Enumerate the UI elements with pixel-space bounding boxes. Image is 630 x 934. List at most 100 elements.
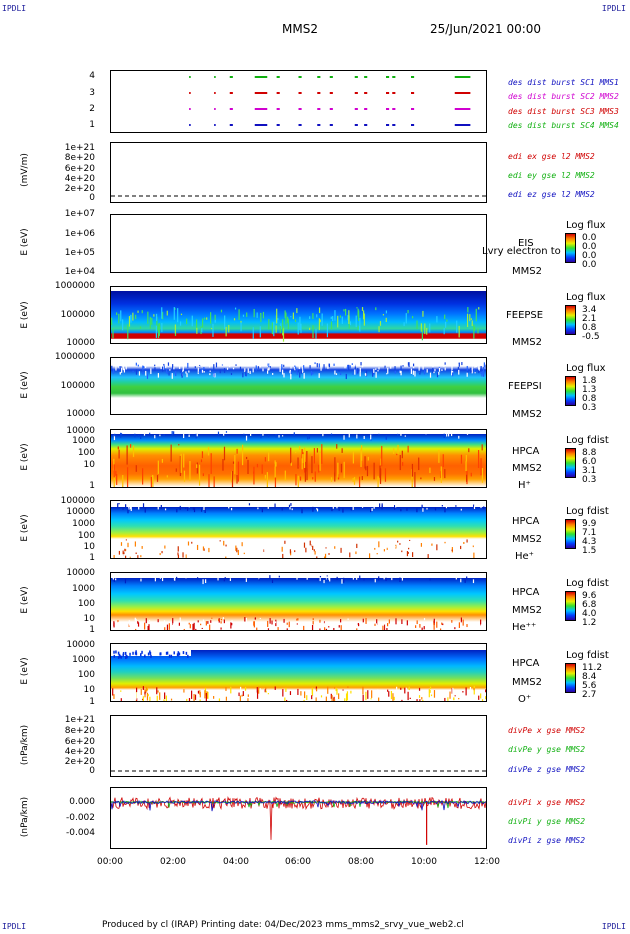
colorbar-value: 5.6 bbox=[582, 681, 597, 691]
spectrogram-pixel bbox=[149, 316, 151, 329]
ytick: 1000 bbox=[72, 436, 95, 446]
spectrogram-pixel bbox=[140, 653, 142, 657]
spectrogram-pixel bbox=[163, 365, 165, 370]
hpca-h-overlay bbox=[112, 431, 484, 487]
spectrogram-pixel bbox=[129, 505, 132, 510]
spectrogram-pixel bbox=[132, 312, 134, 321]
legend-divpi-z: divPi z gse MMS2 bbox=[508, 836, 586, 845]
spectrogram-pixel bbox=[182, 365, 184, 372]
legend-divpe-y: divPe y gse MMS2 bbox=[508, 745, 586, 754]
spectrogram-pixel bbox=[454, 695, 456, 697]
legend-edi-x: edi ex gse l2 MMS2 bbox=[508, 152, 595, 161]
spectrogram-pixel bbox=[315, 697, 317, 701]
x-tick-label: 06:00 bbox=[285, 857, 311, 867]
spectrogram-pixel bbox=[428, 689, 430, 698]
x-tick-label: 04:00 bbox=[223, 857, 249, 867]
spectrogram-pixel bbox=[155, 325, 157, 338]
spectrogram-pixel bbox=[325, 628, 328, 630]
spectrogram-pixel bbox=[129, 652, 131, 656]
spectrogram-pixel bbox=[147, 626, 149, 630]
spectrogram-pixel bbox=[461, 362, 463, 366]
spectrogram-pixel bbox=[267, 370, 269, 374]
spectrogram-pixel bbox=[154, 435, 156, 439]
spectrogram-pixel bbox=[470, 367, 472, 373]
spectrogram-pixel bbox=[157, 324, 160, 338]
spectrogram-pixel bbox=[361, 505, 364, 508]
spectrogram-pixel bbox=[204, 508, 206, 513]
spectrogram-pixel bbox=[333, 627, 335, 630]
ytick: 10 bbox=[83, 614, 95, 624]
spectrogram-pixel bbox=[316, 508, 319, 512]
burst-mark bbox=[392, 76, 396, 78]
spectrogram-pixel bbox=[166, 475, 168, 478]
spectrogram-pixel bbox=[241, 694, 243, 697]
spectrogram-pixel bbox=[115, 578, 117, 581]
spectrogram-pixel bbox=[264, 546, 266, 552]
corner-label-bottom-right: IPDLI bbox=[601, 922, 626, 931]
burst-mark bbox=[276, 92, 280, 94]
spectrogram-pixel bbox=[403, 322, 405, 327]
spectrogram-pixel bbox=[113, 654, 116, 658]
spectrogram-pixel bbox=[127, 542, 129, 548]
spectrogram-pixel bbox=[209, 624, 211, 630]
spectrogram-pixel bbox=[424, 323, 426, 335]
ytick: 1e+06 bbox=[64, 229, 95, 239]
spectrogram-pixel bbox=[120, 310, 122, 322]
legend-divpi-x: divPi x gse MMS2 bbox=[508, 798, 586, 807]
spectrogram-pixel bbox=[330, 321, 333, 330]
legend-burst-sc2: des dist burst SC2 MMS2 bbox=[508, 92, 619, 101]
spectrogram-pixel bbox=[141, 650, 143, 654]
spectrogram-pixel bbox=[247, 698, 249, 701]
spectrogram-pixel bbox=[206, 317, 208, 320]
spectrogram-pixel bbox=[321, 623, 323, 626]
spectrogram-pixel bbox=[349, 321, 352, 326]
burst-mark bbox=[392, 92, 396, 94]
spectrogram-pixel bbox=[387, 576, 389, 578]
ytick: 1e+05 bbox=[64, 248, 95, 258]
spectrogram-pixel bbox=[135, 362, 137, 366]
spectrogram-pixel bbox=[376, 624, 378, 629]
spectrogram-pixel bbox=[391, 577, 393, 581]
spectrogram-pixel bbox=[290, 373, 292, 380]
spectrogram-pixel bbox=[126, 445, 128, 465]
spectrogram-pixel bbox=[203, 371, 205, 373]
spectrogram-pixel bbox=[126, 693, 128, 701]
spectrogram-pixel bbox=[161, 322, 163, 333]
spectrogram-pixel bbox=[322, 620, 324, 624]
spectrogram-pixel bbox=[122, 554, 124, 557]
spectrogram-pixel bbox=[360, 542, 362, 545]
spectrogram-pixel bbox=[113, 364, 115, 366]
spectrogram-pixel bbox=[267, 693, 270, 695]
burst-mark bbox=[329, 124, 333, 126]
spectrogram-pixel bbox=[146, 687, 148, 692]
spectrogram-pixel bbox=[341, 316, 343, 324]
spectrogram-pixel bbox=[178, 444, 180, 446]
spectrogram-pixel bbox=[411, 316, 414, 319]
spectrogram-pixel bbox=[378, 541, 380, 548]
spectrogram-pixel bbox=[212, 699, 214, 701]
ytick: -0.002 bbox=[65, 813, 95, 823]
panel-feepsi bbox=[110, 357, 487, 415]
spectrogram-pixel bbox=[155, 364, 157, 367]
spectrogram-pixel bbox=[219, 540, 221, 542]
spectrogram-pixel bbox=[382, 625, 384, 630]
ytick: 6e+20 bbox=[64, 737, 95, 747]
spectrogram-pixel bbox=[467, 371, 469, 373]
ytick: 100 bbox=[77, 448, 95, 458]
spectrogram-pixel bbox=[259, 617, 261, 619]
spectrogram-pixel bbox=[443, 433, 445, 438]
spectrogram-pixel bbox=[401, 450, 403, 459]
spectrogram-pixel bbox=[260, 434, 262, 439]
spectrogram-pixel bbox=[349, 365, 351, 369]
spectrogram-pixel bbox=[135, 465, 137, 472]
spectrogram-pixel bbox=[274, 503, 276, 508]
spectrogram-pixel bbox=[259, 364, 261, 368]
panel-edi bbox=[110, 142, 487, 203]
colorbar-title-feepsi: Log flux bbox=[566, 363, 606, 374]
spectrogram-pixel bbox=[480, 619, 482, 626]
instrument-label-hpca-o: HPCA bbox=[512, 658, 540, 669]
spectrogram-pixel bbox=[479, 556, 481, 558]
spectrogram-pixel bbox=[399, 543, 401, 545]
spectrogram-pixel bbox=[161, 458, 164, 463]
spectrogram-pixel bbox=[225, 687, 227, 691]
